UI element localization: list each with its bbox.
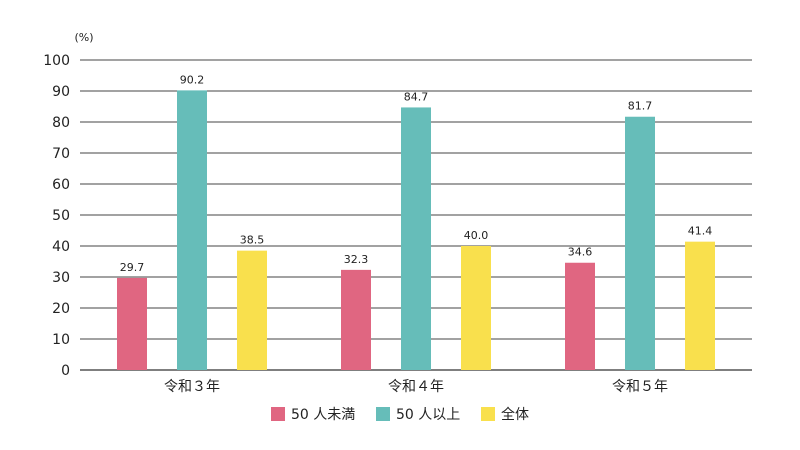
legend-swatch [271,407,285,421]
bar-value-label: 29.7 [120,261,145,274]
legend-label: 50 人未満 [291,407,355,423]
bar [341,269,371,370]
bar-value-label: 40.0 [464,229,489,242]
y-tick-label: 40 [52,239,70,255]
x-category-label: 令和５年 [612,379,668,395]
legend-label: 50 人以上 [396,407,460,423]
x-category-label: 令和４年 [388,379,444,395]
bar [461,246,491,370]
bar-value-label: 41.4 [688,225,713,238]
bar [237,250,267,370]
y-tick-label: 60 [52,177,70,193]
y-tick-label: 90 [52,84,70,100]
bar [625,116,655,370]
y-tick-label: 50 [52,208,70,224]
bar [401,107,431,371]
bar-value-label: 32.3 [344,253,369,266]
x-axis: 令和３年 令和４年 令和５年 [164,379,668,395]
bar-value-label: 38.5 [240,234,265,247]
bar-value-label: 90.2 [180,73,205,86]
y-tick-label: 0 [61,363,70,379]
legend-label: 全体 [501,406,529,423]
y-axis-unit: (%) [74,31,93,44]
legend-swatch [481,407,495,421]
bar [117,277,147,370]
y-tick-label: 70 [52,146,70,162]
y-tick-label: 10 [52,332,70,348]
legend-swatch [376,407,390,421]
bar-value-label: 81.7 [628,100,653,113]
y-tick-label: 20 [52,301,70,317]
data-labels: 29.7 90.2 38.5 32.3 84.7 40.0 34.6 81.7 41.4 [120,73,713,274]
bar-value-label: 34.6 [568,246,593,259]
y-axis: 0 10 20 30 40 50 60 70 80 90 100 [43,53,70,379]
bar-value-label: 84.7 [404,90,429,103]
y-tick-label: 100 [43,53,70,69]
legend: 50 人未満 50 人以上 全体 [271,406,529,423]
y-tick-label: 30 [52,270,70,286]
y-tick-label: 80 [52,115,70,131]
bars [117,90,715,371]
bar [565,262,595,370]
bar [177,90,207,370]
bar [685,241,715,370]
x-category-label: 令和３年 [164,379,220,395]
